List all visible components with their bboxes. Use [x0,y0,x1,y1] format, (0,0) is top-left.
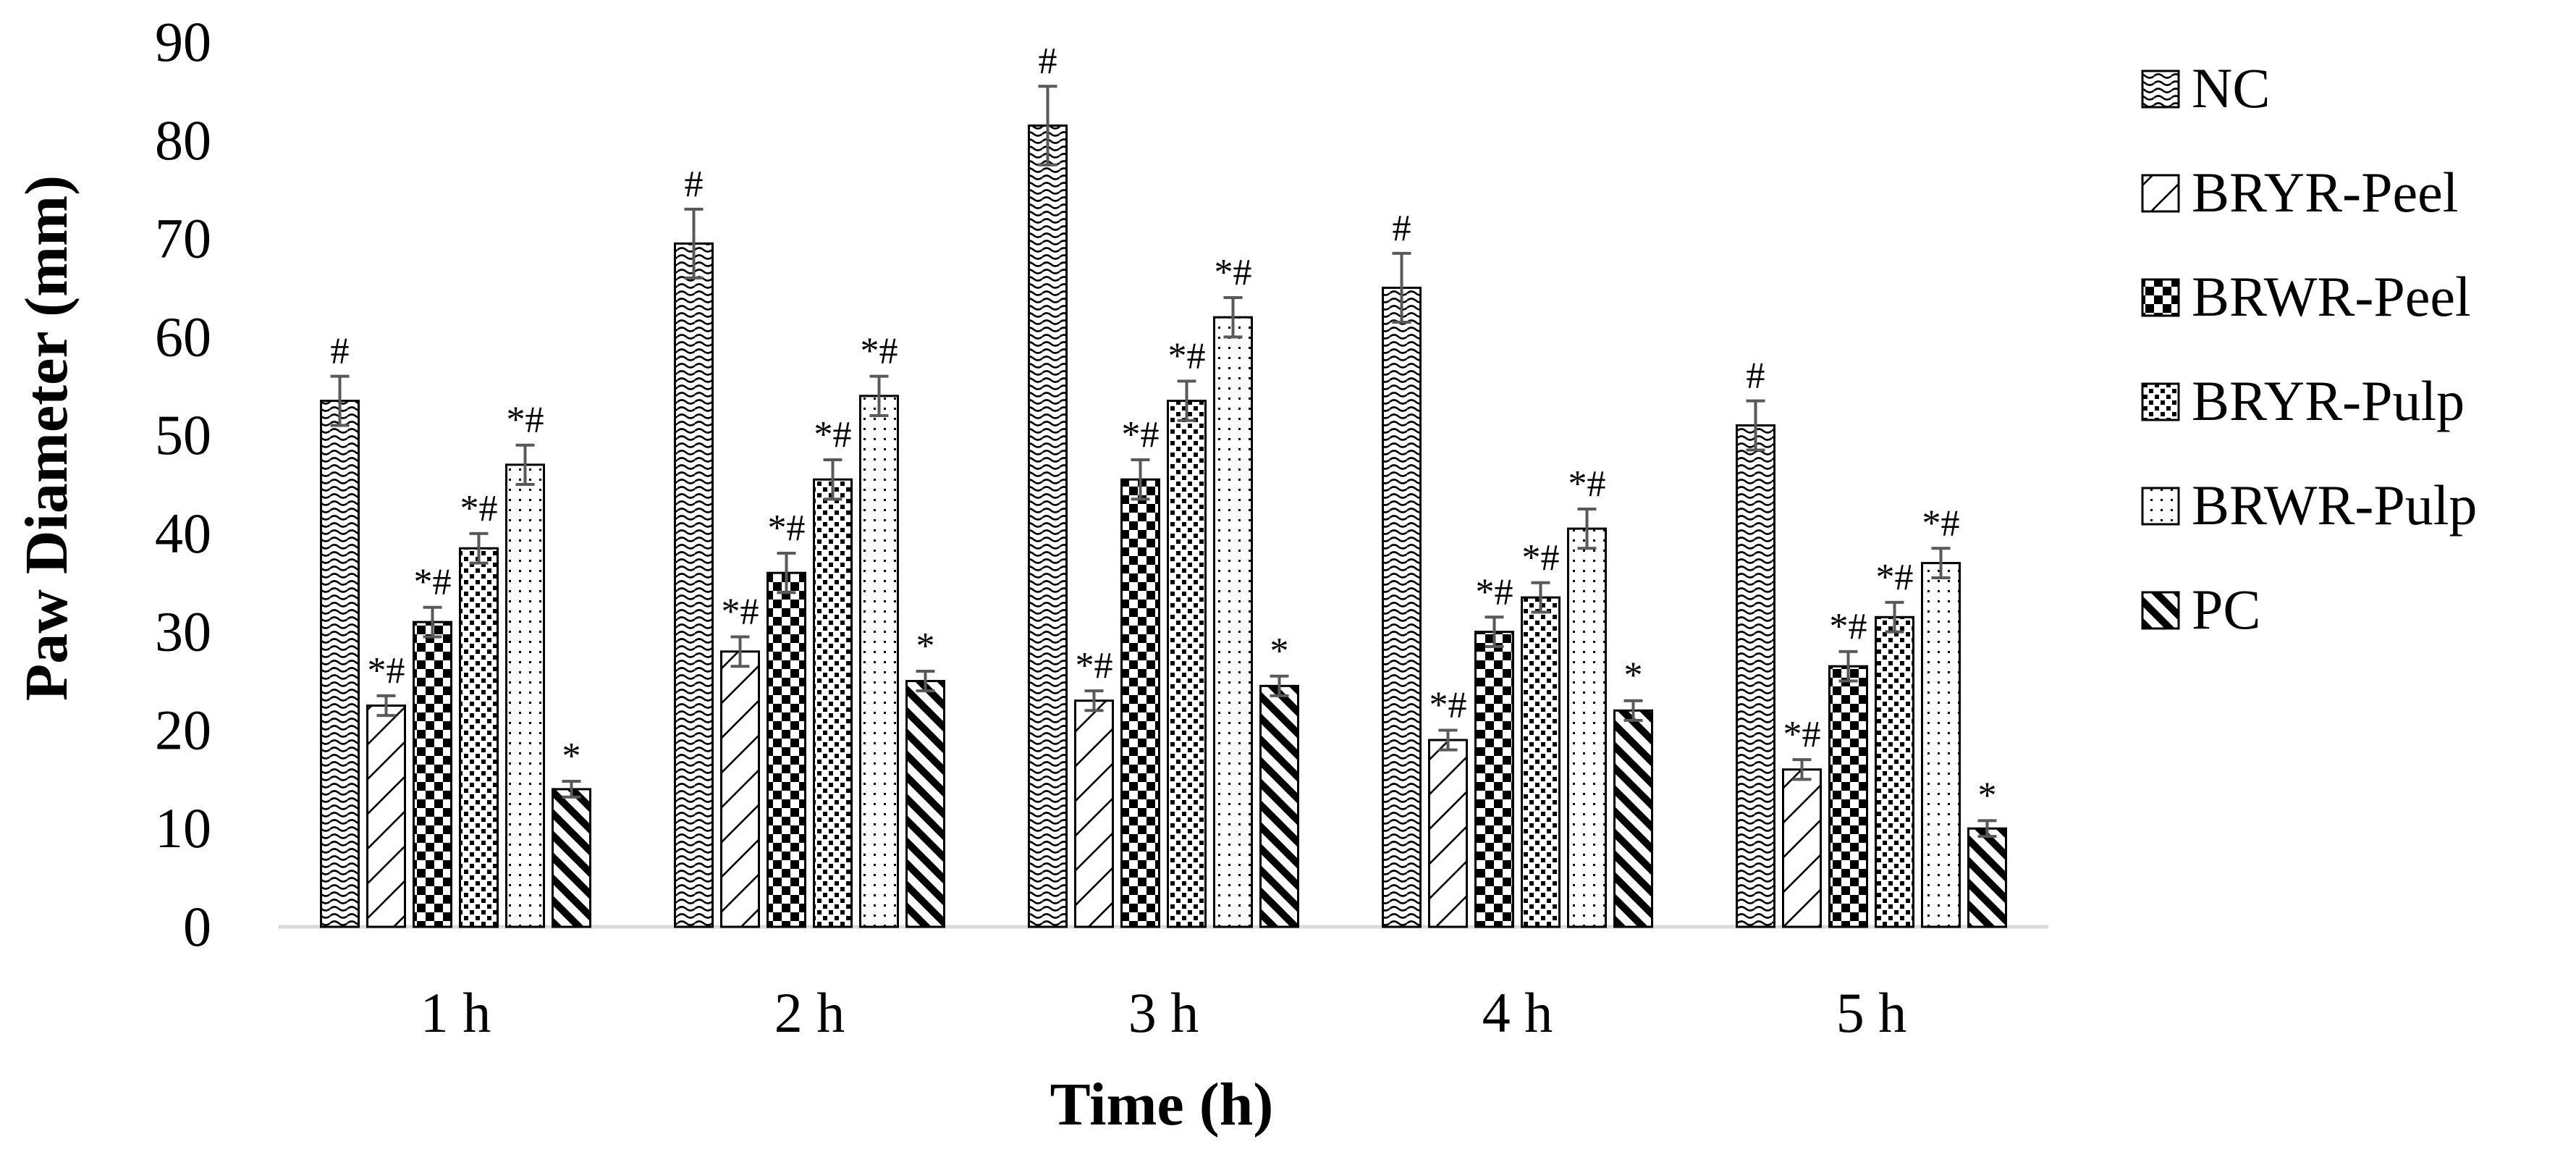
bar-brwr-peel-1h [413,621,452,928]
bar-nc-5h [1736,424,1775,928]
legend-label: NC [2192,56,2270,119]
significance-label: *# [1522,537,1560,579]
legend-label: BRWR-Pulp [2192,474,2477,537]
significance-label: * [1978,775,1997,816]
bars [320,124,2007,928]
bar-brwr-pulp-2h [859,395,899,928]
bar-brwr-pulp-5h [1921,562,1961,928]
y-tick-label: 80 [155,109,211,172]
significance-label: # [1039,41,1057,82]
significance-label: *# [1783,714,1821,755]
bar-bryr-pulp-4h [1521,596,1561,928]
legend-label: BRYR-Pulp [2192,369,2465,432]
y-tick-label: 30 [155,600,211,663]
legend-label: BRWR-Peel [2192,265,2471,328]
x-tick-label: 2 h [774,981,845,1044]
bar-nc-2h [674,242,714,928]
significance-label: * [1624,655,1643,697]
significance-label: *# [1430,684,1467,726]
legend-label: PC [2192,578,2260,641]
significance-label: *# [460,488,498,529]
y-axis-title: Paw Diameter (mm) [13,175,80,701]
significance-label: *# [768,508,806,549]
bar-bryr-peel-5h [1782,768,1822,928]
bar-brwr-pulp-3h [1213,316,1253,928]
y-tick-label: 70 [155,207,211,270]
y-axis-ticks: 0 10 20 30 40 50 60 70 80 90 [155,10,211,958]
legend-label: BRYR-Peel [2192,161,2458,224]
bar-bryr-pulp-3h [1167,400,1207,928]
significance-label: *# [1830,606,1867,647]
bar-brwr-pulp-1h [505,463,545,928]
y-tick-label: 50 [155,403,211,466]
bar-bryr-peel-4h [1428,739,1468,928]
x-tick-label: 5 h [1836,981,1907,1044]
significance-label: *# [1476,571,1513,613]
bar-bryr-peel-3h [1074,699,1114,928]
legend-swatch-brwr-peel [2141,278,2180,317]
significance-label: # [331,331,350,372]
error-bars [330,85,1997,838]
bar-brwr-peel-4h [1474,631,1514,928]
bar-pc-4h [1613,709,1653,928]
significance-label: *# [861,331,898,372]
y-tick-label: 20 [155,698,211,761]
bar-brwr-peel-5h [1828,665,1868,928]
bar-brwr-peel-2h [767,571,806,928]
bar-bryr-peel-2h [720,650,760,928]
bar-bryr-pulp-5h [1875,615,1914,928]
significance-label: *# [814,414,852,455]
bar-brwr-pulp-4h [1567,527,1607,928]
legend-swatch-bryr-peel [2141,174,2180,213]
x-tick-label: 4 h [1482,981,1553,1044]
y-tick-label: 10 [155,796,211,859]
significance-label: *# [1076,645,1113,686]
legend-swatch-brwr-pulp [2141,487,2180,526]
bar-pc-2h [905,680,945,928]
significance-label: *# [1168,335,1206,377]
significance-label: # [1393,208,1411,249]
significance-label: *# [507,400,544,441]
significance-label: * [562,736,581,777]
y-tick-label: 0 [183,895,211,958]
significance-label: *# [1568,463,1606,505]
significance-label: *# [368,650,405,691]
bar-nc-1h [320,400,360,928]
legend: NC BRYR-Peel BRWR-Peel BRYR-Pulp BRWR-Pulp PC [2141,56,2477,641]
x-tick-label: 1 h [421,981,491,1044]
significance-label: * [916,626,935,667]
bar-pc-3h [1259,684,1299,928]
bar-pc-5h [1967,827,2007,928]
bar-brwr-peel-3h [1120,478,1160,928]
significance-label: *# [414,562,452,603]
legend-swatch-pc [2141,591,2180,630]
significance-label: *# [1215,252,1252,293]
bar-nc-3h [1028,124,1068,928]
bar-pc-1h [552,788,591,928]
bar-bryr-peel-1h [366,705,406,928]
significance-label: *# [1922,503,1960,544]
significance-label: *# [1876,557,1914,598]
legend-swatch-nc [2141,70,2180,109]
significance-label: * [1270,631,1289,672]
significance-label: *# [1122,414,1160,455]
y-tick-label: 60 [155,305,211,368]
bar-bryr-pulp-1h [459,547,499,928]
significance-label: # [685,164,704,205]
bar-bryr-pulp-2h [813,478,853,928]
significance-label: *# [722,591,759,632]
significance-annotations: #*#*#*#*#*#*#*#*#*#*#*#*#*#*#*#*#*#*#*#*… [331,41,1997,816]
y-tick-label: 40 [155,502,211,565]
bar-nc-4h [1382,286,1422,928]
x-tick-label: 3 h [1128,981,1199,1044]
significance-label: # [1747,356,1765,397]
category-labels: 1 h 2 h 3 h 4 h 5 h [421,981,1907,1044]
legend-swatch-bryr-pulp [2141,382,2180,421]
y-tick-label: 90 [155,10,211,73]
x-axis-title: Time (h) [1050,1071,1274,1138]
